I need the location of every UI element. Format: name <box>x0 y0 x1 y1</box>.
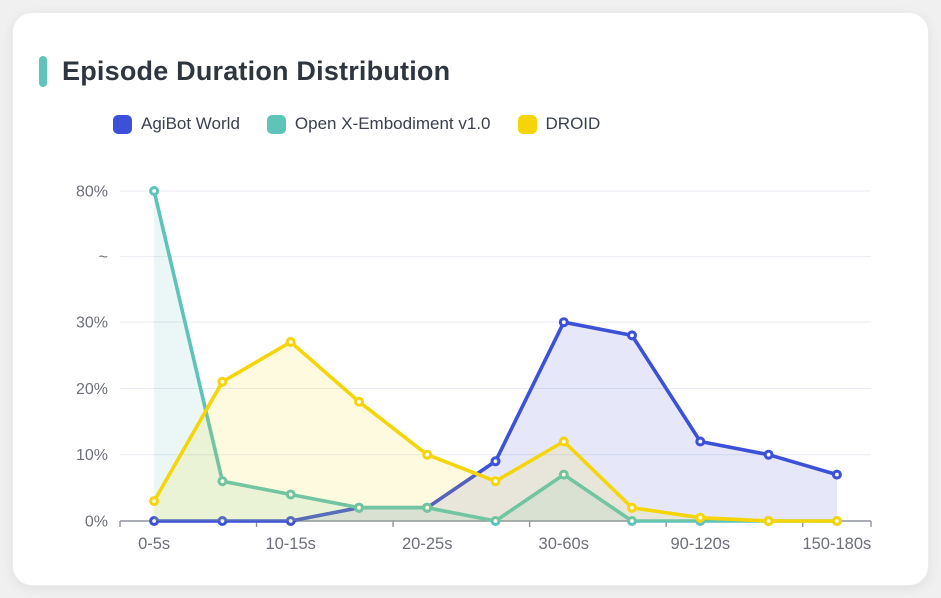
legend: AgiBot World Open X-Embodiment v1.0 DROID <box>113 114 600 134</box>
data-point-droid[interactable] <box>763 516 774 526</box>
data-point-marker-center <box>493 479 498 484</box>
legend-swatch-icon <box>517 114 537 134</box>
data-point-marker-center <box>835 472 839 477</box>
data-point-marker-center <box>288 340 293 344</box>
x-axis-tick-label: 0-5s <box>138 535 170 553</box>
data-point-agibot-world[interactable] <box>831 469 842 480</box>
legend-swatch-icon <box>266 114 286 134</box>
title-accent-bar <box>39 56 47 87</box>
data-point-marker-center <box>561 472 566 477</box>
data-point-open-x-embodiment-v1-0[interactable] <box>422 502 433 513</box>
y-axis-tick-label: 10% <box>76 447 108 464</box>
data-point-open-x-embodiment-v1-0[interactable] <box>285 489 296 500</box>
data-point-marker-center <box>152 189 157 193</box>
data-point-droid[interactable] <box>490 476 501 487</box>
data-point-marker-center <box>766 519 771 523</box>
data-point-droid[interactable] <box>217 376 228 387</box>
legend-item-droid[interactable]: DROID <box>517 114 601 134</box>
data-point-open-x-embodiment-v1-0[interactable] <box>490 516 501 526</box>
data-point-agibot-world[interactable] <box>558 317 569 328</box>
x-axis-tick-label: 30-60s <box>539 535 589 553</box>
data-point-droid[interactable] <box>695 512 706 523</box>
legend-item-open-x-embodiment-v1-0[interactable]: Open X-Embodiment v1.0 <box>266 114 491 134</box>
duration-distribution-chart: 0% 10% 20% 30% ~80% 0-5s 10-15s 20-25s 30-60s 90-… <box>76 184 872 553</box>
legend-swatch-icon <box>113 114 132 134</box>
data-point-marker-center <box>152 499 157 503</box>
data-point-marker-center <box>493 459 498 464</box>
data-point-agibot-world[interactable] <box>627 330 637 341</box>
data-point-agibot-world[interactable] <box>285 516 296 526</box>
data-point-marker-center <box>288 519 293 523</box>
series-area-droid <box>154 342 837 521</box>
data-point-marker-center <box>561 320 566 325</box>
chart-card: Episode Duration Distribution AgiBot Wor… <box>12 12 929 586</box>
data-point-open-x-embodiment-v1-0[interactable] <box>558 469 569 480</box>
x-axis-tick-label: 150-180s <box>802 535 871 553</box>
data-point-marker-center <box>835 519 839 523</box>
data-point-marker-center <box>630 519 634 523</box>
data-point-agibot-world[interactable] <box>695 436 706 447</box>
data-point-marker-center <box>766 452 771 457</box>
y-axis-tick-label: 30% <box>76 315 108 332</box>
data-point-agibot-world[interactable] <box>217 516 228 526</box>
y-axis-tick-label: 80% <box>76 184 108 201</box>
legend-item-agibot-world[interactable]: AgiBot World <box>113 114 240 134</box>
series-area-open-x-embodiment-v1-0 <box>154 191 837 521</box>
data-point-marker-center <box>220 519 225 523</box>
data-point-droid[interactable] <box>831 516 842 526</box>
data-point-droid[interactable] <box>285 337 296 347</box>
data-point-marker-center <box>630 505 634 510</box>
data-point-droid[interactable] <box>558 436 569 447</box>
legend-label: AgiBot World <box>141 114 240 133</box>
data-point-open-x-embodiment-v1-0[interactable] <box>354 502 364 513</box>
data-point-marker-center <box>357 505 361 510</box>
x-axis-tick-label: 20-25s <box>402 535 452 553</box>
data-point-marker-center <box>152 519 157 523</box>
data-point-marker-center <box>220 479 225 484</box>
data-point-droid[interactable] <box>354 396 364 407</box>
x-axis-tick-label: 10-15s <box>265 535 315 553</box>
data-point-agibot-world[interactable] <box>763 449 774 460</box>
x-axis-tick-label: 90-120s <box>670 535 730 553</box>
data-point-marker-center <box>357 399 361 404</box>
data-point-marker-center <box>220 379 225 384</box>
data-point-marker-center <box>630 333 634 338</box>
data-point-marker-center <box>493 519 498 523</box>
data-point-open-x-embodiment-v1-0[interactable] <box>217 476 228 487</box>
data-point-agibot-world[interactable] <box>149 516 160 526</box>
data-point-marker-center <box>698 515 703 520</box>
legend-label: Open X-Embodiment v1.0 <box>294 114 491 133</box>
data-point-marker-center <box>425 505 430 510</box>
page-title: Episode Duration Distribution <box>62 56 451 86</box>
y-axis-tick-label: ~ <box>99 249 108 266</box>
data-point-droid[interactable] <box>149 496 160 507</box>
data-point-agibot-world[interactable] <box>490 456 501 467</box>
data-point-open-x-embodiment-v1-0[interactable] <box>627 516 637 526</box>
data-point-marker-center <box>288 492 293 497</box>
data-point-droid[interactable] <box>422 449 433 460</box>
card-header: Episode Duration Distribution <box>39 56 450 87</box>
y-axis-tick-label: 0% <box>85 514 108 531</box>
data-point-marker-center <box>561 439 566 444</box>
y-axis-tick-label: 20% <box>76 381 108 398</box>
data-point-open-x-embodiment-v1-0[interactable] <box>149 186 160 196</box>
data-point-droid[interactable] <box>627 502 637 513</box>
data-point-marker-center <box>425 452 430 457</box>
legend-label: DROID <box>545 114 601 133</box>
data-point-marker-center <box>698 439 703 444</box>
series-area-agibot-world <box>154 322 837 521</box>
